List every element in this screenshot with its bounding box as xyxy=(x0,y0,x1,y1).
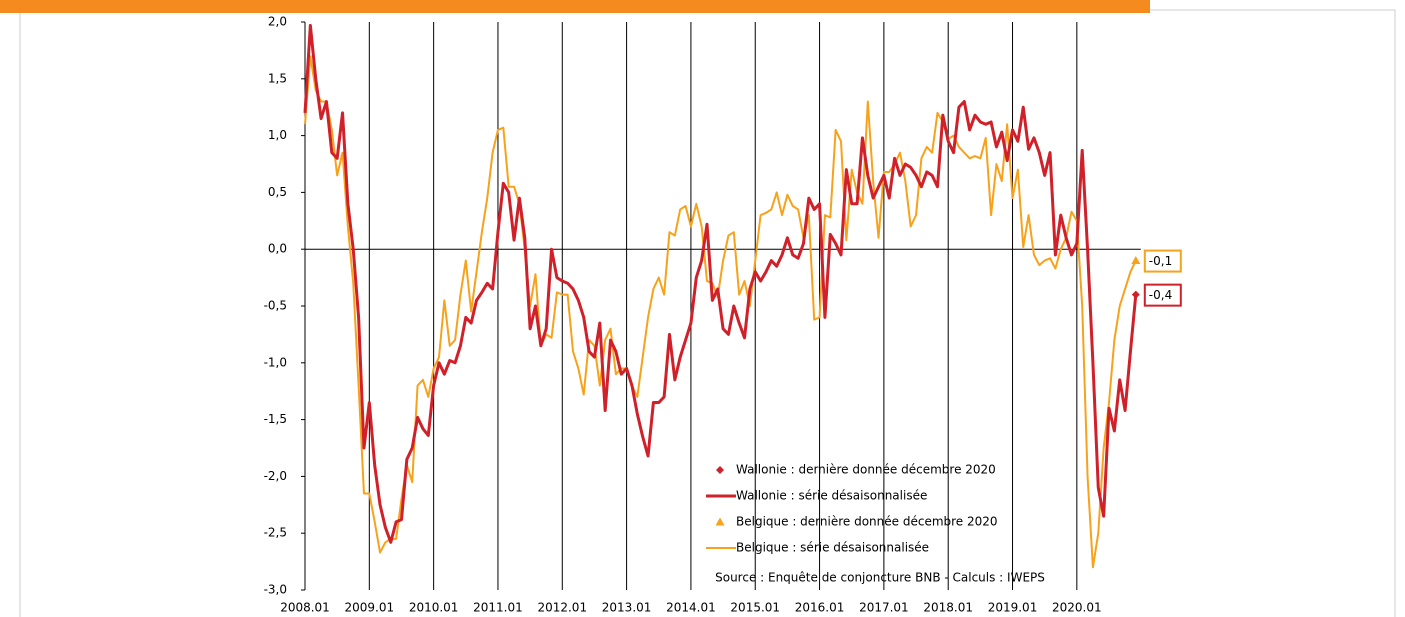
value-label-box xyxy=(1143,249,1182,273)
x-tick-label: 2008.01 xyxy=(280,601,330,615)
last-point-marker xyxy=(1131,290,1140,299)
y-tick-label: -2,0 xyxy=(264,469,287,483)
y-tick-label: 1,5 xyxy=(268,71,287,85)
x-tick-label: 2013.01 xyxy=(602,601,652,615)
legend-marker xyxy=(715,517,725,526)
value-label-box xyxy=(1143,283,1182,307)
y-tick-label: -2,5 xyxy=(264,526,287,540)
x-tick-label: 2014.01 xyxy=(666,601,716,615)
value-label: -0,4 xyxy=(1149,288,1172,302)
x-tick-label: 2017.01 xyxy=(859,601,909,615)
y-tick-label: 1,0 xyxy=(268,128,287,142)
y-tick-label: 0,5 xyxy=(268,185,287,199)
value-label: -0,1 xyxy=(1149,254,1172,268)
y-tick-label: -0,5 xyxy=(264,299,287,313)
legend-label: Wallonie : dernière donnée décembre 2020 xyxy=(736,463,996,477)
y-tick-label: -3,0 xyxy=(264,583,287,597)
legend-label: Belgique : dernière donnée décembre 2020 xyxy=(736,515,998,529)
x-tick-label: 2018.01 xyxy=(923,601,973,615)
x-tick-label: 2011.01 xyxy=(473,601,523,615)
card-border xyxy=(19,9,1396,617)
x-tick-label: 2019.01 xyxy=(988,601,1038,615)
last-point-marker xyxy=(1131,256,1141,265)
series-line xyxy=(303,23,1138,544)
legend-label: Belgique : série désaisonnalisée xyxy=(736,541,929,555)
y-tick-label: 0,0 xyxy=(268,242,287,256)
legend-label: Wallonie : série désaisonnalisée xyxy=(736,489,927,503)
legend-marker xyxy=(716,466,724,474)
x-tick-label: 2010.01 xyxy=(409,601,459,615)
x-tick-label: 2015.01 xyxy=(730,601,780,615)
y-tick-label: 2,0 xyxy=(268,15,287,29)
header-bar xyxy=(0,0,1150,13)
x-tick-label: 2020.01 xyxy=(1052,601,1102,615)
x-tick-label: 2016.01 xyxy=(795,601,845,615)
series-line xyxy=(304,55,1137,569)
y-tick-label: -1,5 xyxy=(264,412,287,426)
source-note: Source : Enquête de conjoncture BNB - Ca… xyxy=(715,571,1045,585)
x-tick-label: 2009.01 xyxy=(345,601,395,615)
y-tick-label: -1,0 xyxy=(264,355,287,369)
x-tick-label: 2012.01 xyxy=(537,601,587,615)
